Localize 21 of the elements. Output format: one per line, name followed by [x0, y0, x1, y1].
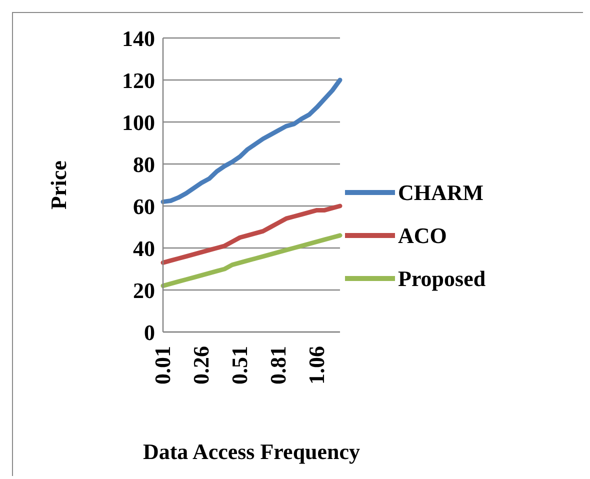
x-tick-label: 0.26 — [188, 346, 214, 384]
x-tick-label: 0.01 — [150, 346, 175, 384]
y-tick-label: 60 — [133, 194, 155, 219]
legend-label: ACO — [398, 222, 447, 248]
legend-label: CHARM — [398, 180, 484, 206]
line-series — [160, 233, 342, 288]
x-tick-label: 1.06 — [304, 346, 329, 384]
y-tick-label: 120 — [122, 68, 155, 93]
y-tick-label: 100 — [122, 110, 155, 135]
x-axis-title: Data Access Frequency — [142, 439, 360, 464]
line-series — [160, 204, 342, 265]
line-series — [160, 78, 342, 204]
x-tick-label: 0.81 — [265, 346, 290, 384]
y-tick-label: 80 — [133, 152, 155, 177]
x-tick-label: 0.51 — [226, 346, 252, 384]
y-axis-title: Price — [46, 160, 71, 210]
y-tick-label: 0 — [144, 320, 155, 345]
y-tick-label: 140 — [122, 26, 155, 51]
legend-label: Proposed — [398, 266, 486, 292]
y-tick-label: 40 — [133, 236, 155, 261]
y-tick-label: 20 — [133, 278, 155, 303]
